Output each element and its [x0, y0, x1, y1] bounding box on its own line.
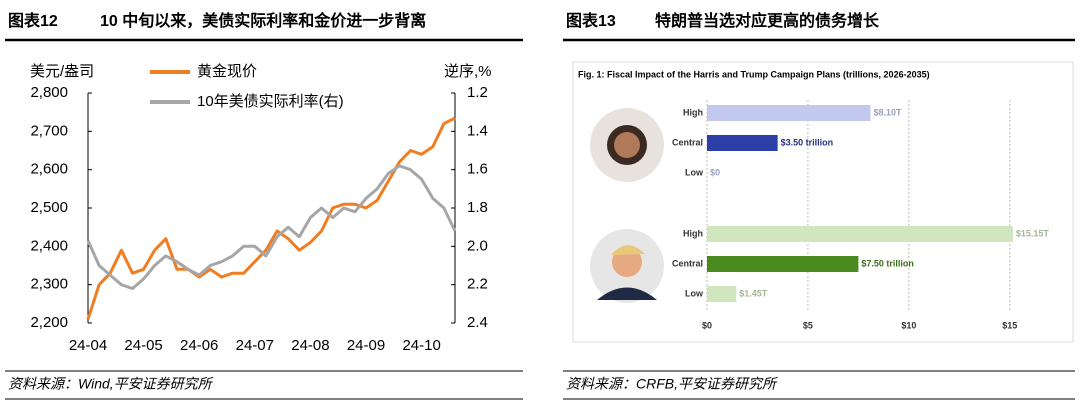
figure-title: 10 中旬以来，美债实际利率和金价进一步背离 [100, 11, 426, 30]
bar [707, 105, 871, 121]
figure-subtitle: Fig. 1: Fiscal Impact of the Harris and … [578, 69, 930, 79]
category-label: Low [685, 167, 704, 177]
category-label: Central [672, 258, 703, 268]
figure-title: 特朗普当选对应更高的债务增长 [655, 11, 880, 30]
bar [707, 226, 1013, 242]
y-tick-label: 2,300 [30, 276, 68, 293]
x-tick-label: 24-06 [180, 337, 218, 354]
legend-label: 10年美债实际利率(右) [197, 93, 344, 110]
y2-tick-label: 1.8 [467, 199, 488, 216]
value-label: $7.50 trillion [861, 258, 914, 268]
y2-tick-label: 2.2 [467, 276, 488, 293]
bar [707, 256, 859, 272]
y2-tick-label: 2.4 [467, 314, 488, 331]
figure-label: 图表12 [8, 11, 58, 30]
portrait-harris-face [614, 132, 640, 158]
figure-label: 图表13 [566, 11, 616, 30]
bar [707, 135, 778, 151]
y-tick-label: 2,600 [30, 161, 68, 178]
value-label: $3.50 trillion [781, 137, 834, 147]
x-tick-label: $10 [901, 320, 916, 330]
y-tick-label: 2,800 [30, 84, 68, 101]
value-label: $0 [710, 167, 720, 177]
portrait-trump-hair [611, 245, 645, 255]
x-tick-label: 24-08 [291, 337, 329, 354]
category-label: Low [685, 288, 704, 298]
y2-tick-label: 1.6 [467, 161, 488, 178]
y2-tick-label: 1.2 [467, 84, 488, 101]
x-tick-label: 24-04 [69, 337, 107, 354]
category-label: Central [672, 137, 703, 147]
value-label: $1.45T [739, 288, 768, 298]
category-label: High [683, 228, 703, 238]
x-tick-label: $5 [803, 320, 813, 330]
value-label: $8.10T [874, 107, 903, 117]
x-tick-label: $15 [1002, 320, 1017, 330]
x-tick-label: 24-09 [347, 337, 385, 354]
y-tick-label: 2,700 [30, 122, 68, 139]
x-tick-label: 24-07 [236, 337, 274, 354]
x-tick-label: 24-10 [402, 337, 440, 354]
source: 资料来源：CRFB,平安证券研究所 [566, 376, 778, 392]
y2-tick-label: 1.4 [467, 122, 488, 139]
y2-axis-label: 逆序,% [444, 63, 492, 80]
y-tick-label: 2,400 [30, 237, 68, 254]
portrait-trump-suit [597, 287, 657, 300]
x-tick-label: 24-05 [124, 337, 162, 354]
y-tick-label: 2,200 [30, 314, 68, 331]
y2-tick-label: 2.0 [467, 237, 488, 254]
y-axis-label: 美元/盎司 [30, 63, 94, 80]
series-line [86, 164, 457, 290]
y-tick-label: 2,500 [30, 199, 68, 216]
series-line [86, 116, 456, 320]
legend-label: 黄金现价 [197, 63, 257, 80]
x-tick-label: $0 [702, 320, 712, 330]
value-label: $15.15T [1016, 228, 1050, 238]
bar [707, 286, 737, 302]
category-label: High [683, 107, 703, 117]
source: 资料来源：Wind,平安证券研究所 [8, 376, 214, 392]
